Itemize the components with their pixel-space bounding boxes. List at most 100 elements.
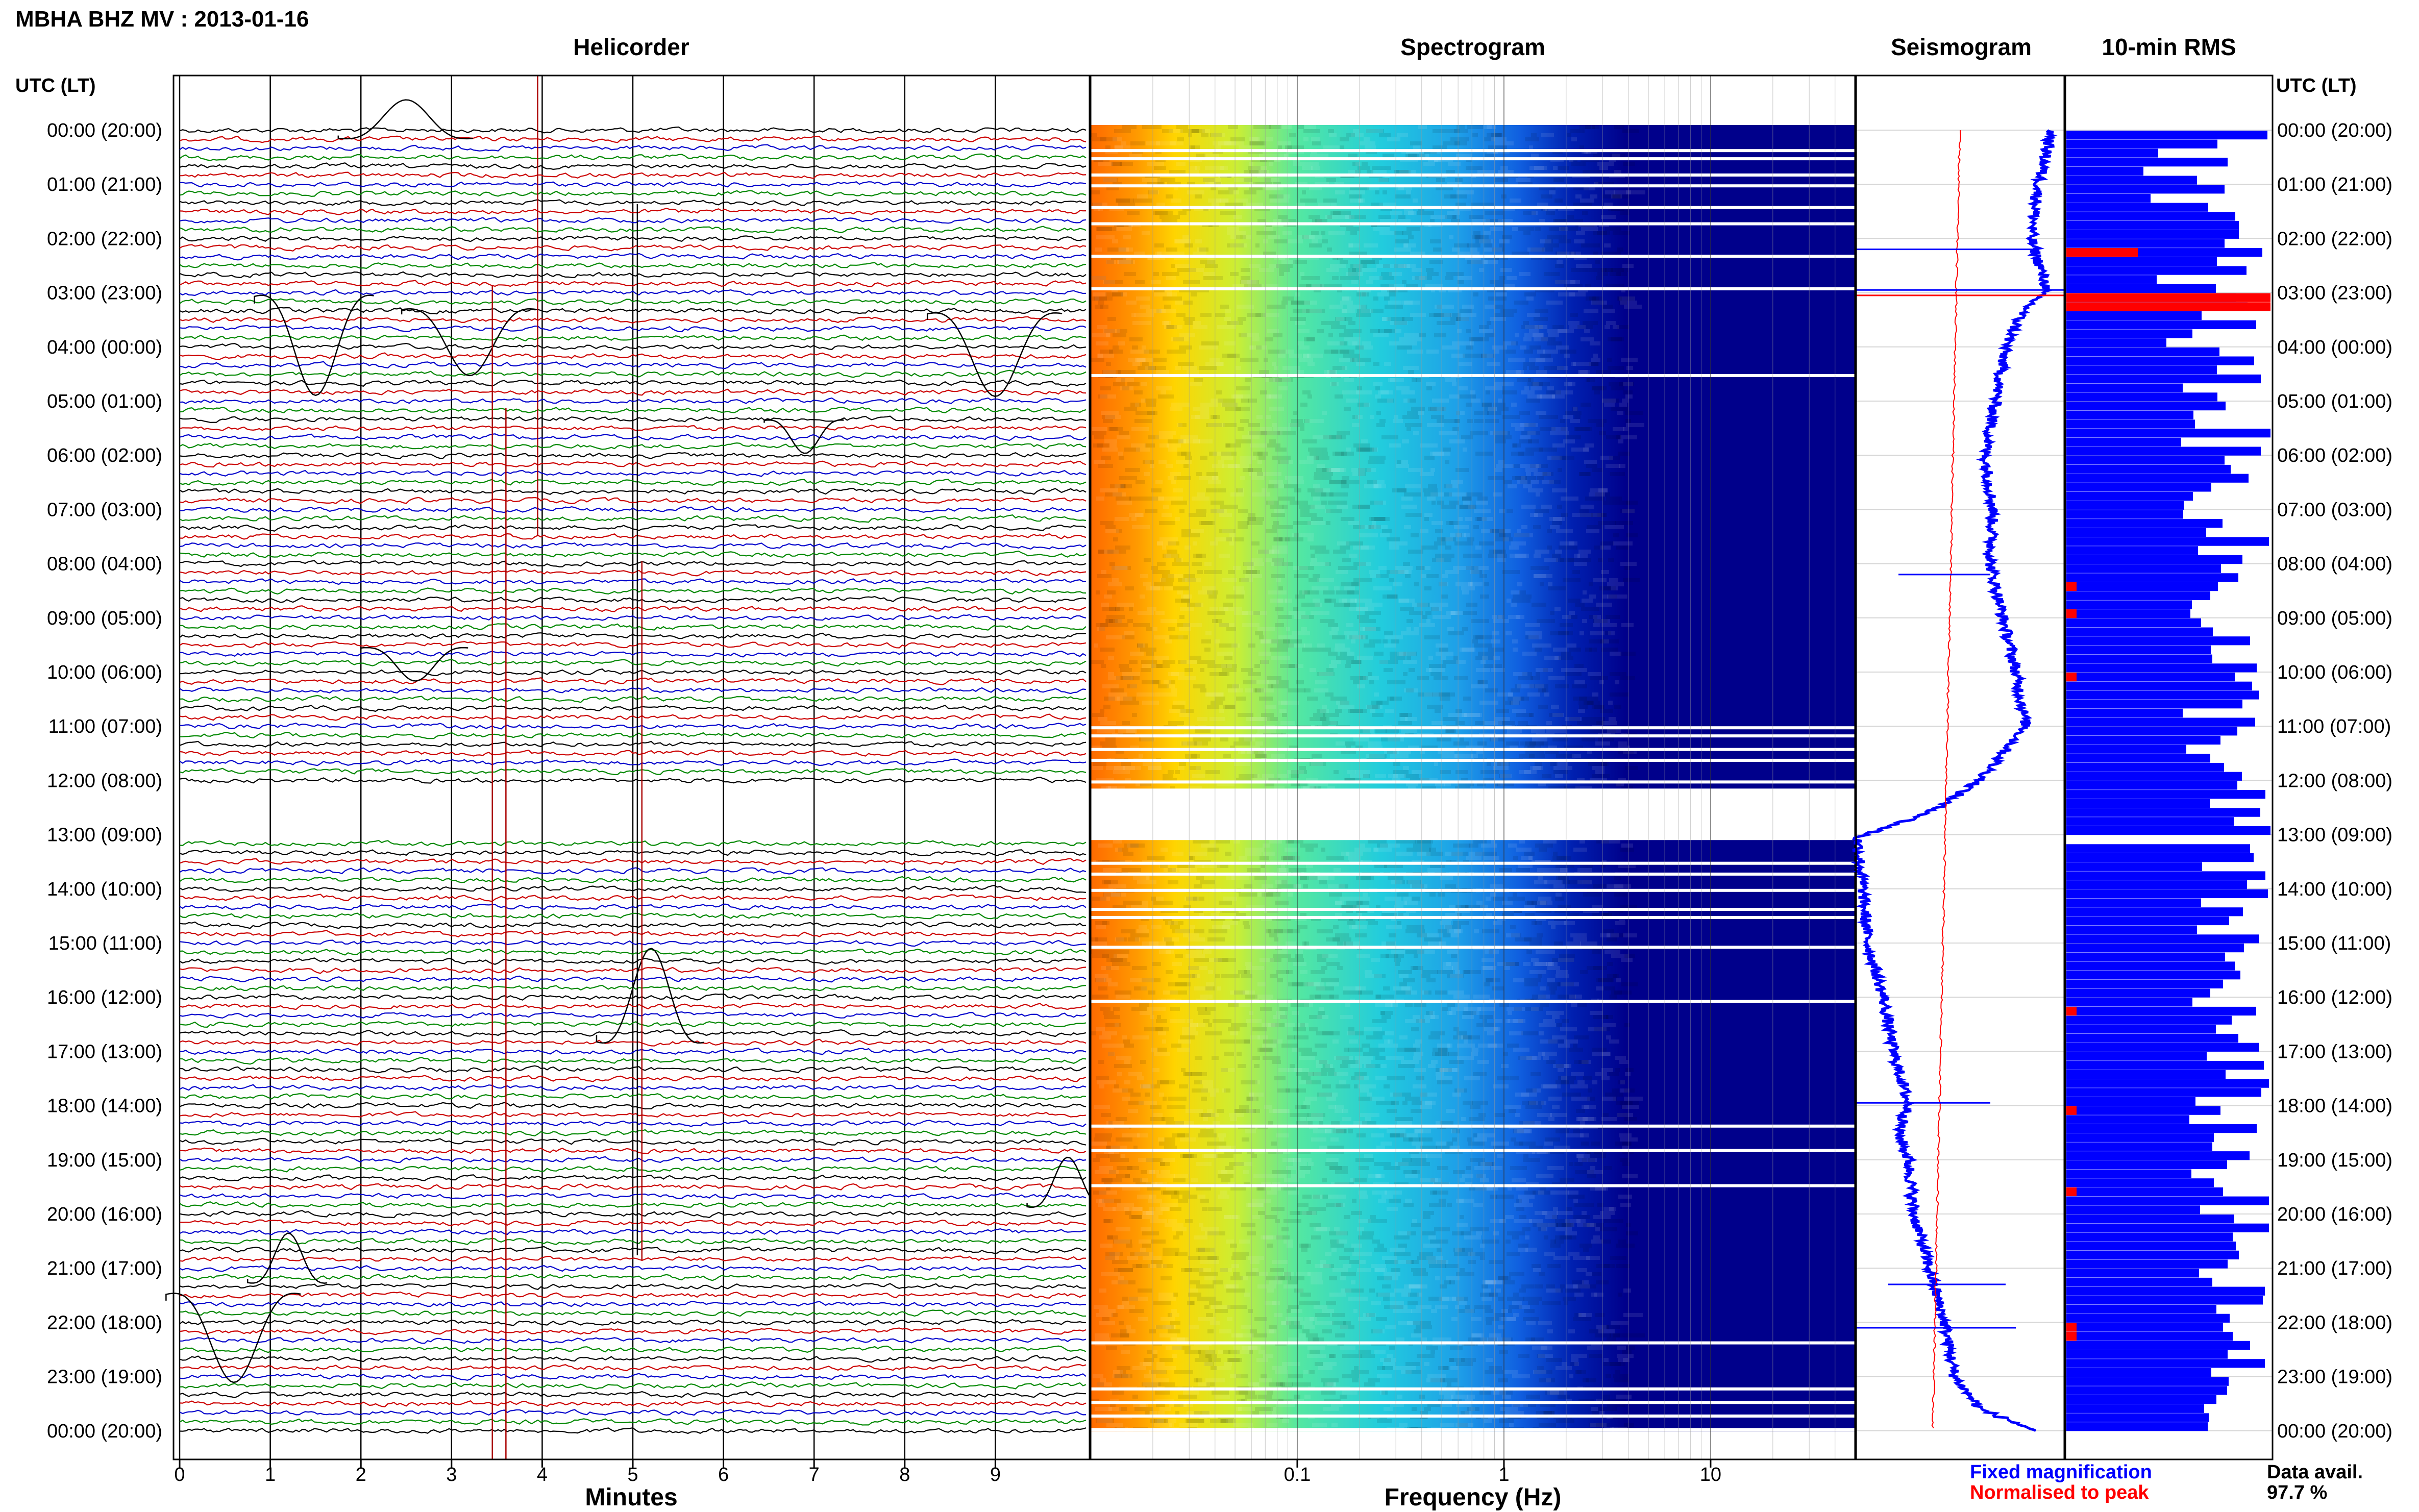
spectrogram-speckle [1405,423,1422,427]
spectrogram-speckle [1309,578,1319,582]
spectrogram-speckle [1440,864,1445,868]
spectrogram-speckle [1490,737,1504,741]
spectrogram-speckle [1369,517,1385,521]
spectrogram-speckle [1119,260,1133,264]
spectrogram-speckle [1299,1056,1315,1060]
hour-label-left: 05:00 (01:00) [47,391,162,412]
spectrogram-speckle [1512,1178,1526,1182]
spectrogram-speckle [1529,329,1539,333]
spectrogram-speckle [1169,709,1186,713]
spectrogram-speckle [1576,1109,1585,1113]
spectrogram-speckle [1381,435,1398,439]
spectrogram-speckle [1191,1072,1207,1076]
spectrogram-speckle [1228,464,1237,468]
spectrogram-speckle [1296,680,1304,684]
spectrogram-speckle [1487,1031,1494,1035]
spectrogram-speckle [1178,423,1187,427]
spectrogram-speckle [1556,876,1566,880]
spectrogram-speckle [1520,741,1536,746]
spectrogram-speckle [1603,399,1619,403]
spectrogram-speckle [1281,864,1285,868]
spectrogram-speckle [1272,456,1291,460]
helicorder-trace [179,235,1087,242]
spectrogram-speckle [1384,643,1396,648]
spectrogram-speckle [1544,880,1563,884]
spectrogram-speckle [1313,497,1320,501]
spectrogram-speckle [1399,1035,1408,1039]
spectrogram-speckle [1294,1035,1309,1039]
spectrogram-speckle [1102,1178,1122,1182]
spectrogram-speckle [1574,1035,1589,1039]
helicorder-trace [179,1291,1087,1299]
helicorder-trace [179,316,1087,324]
spectrogram-speckle [1260,660,1269,664]
spectrogram-speckle [1534,472,1551,476]
spectrogram-speckle [1217,652,1233,656]
spectrogram-speckle [1470,1158,1485,1162]
spectrogram-speckle [1523,366,1527,370]
spectrogram-speckle [1274,509,1285,513]
helicorder-trace [179,153,1087,161]
spectrogram-speckle [1457,533,1466,537]
spectrogram-speckle [1369,639,1373,643]
spectrogram-speckle [1263,313,1279,317]
spectrogram-speckle [1261,864,1265,868]
spectrogram-speckle [1451,1129,1456,1133]
spectrogram-speckle [1289,354,1302,358]
spectrogram-speckle [1100,721,1116,725]
spectrogram-speckle [1437,305,1442,309]
spectrogram-speckle [1409,668,1415,672]
spectrogram-speckle [1317,709,1326,713]
spectrogram-speckle [1403,652,1417,656]
spectrogram-speckle [1129,607,1133,611]
spectrogram-speckle [1467,1137,1472,1142]
spectrogram-speckle [1385,709,1394,713]
spectrogram-speckle [1532,603,1546,607]
spectrogram-speckle [1436,558,1444,562]
spectrogram-speckle [1376,411,1381,415]
spectrogram-speckle [1273,521,1279,525]
spectrogram-speckle [1142,701,1159,705]
spectrogram-speckle [1116,227,1132,231]
spectrogram-speckle [1166,247,1177,252]
spectrogram-speckle [1314,786,1321,790]
spectrogram-speckle [1176,558,1183,562]
spectrogram-speckle [1583,893,1601,897]
spectrogram-speckle [1101,603,1109,607]
spectrogram-speckle [1473,525,1479,529]
spectrogram-speckle [1116,199,1130,203]
spectrogram-speckle [1378,390,1389,394]
spectrogram-speckle [1380,954,1389,958]
spectrogram-speckle [1246,1097,1253,1101]
spectrogram-speckle [1157,178,1175,182]
spectrogram-speckle [1178,1199,1188,1203]
spectrogram-speckle [1108,1052,1115,1056]
spectrogram-speckle [1378,1044,1398,1048]
spectrogram-speckle [1576,231,1585,235]
spectrogram-speckle [1267,1191,1277,1195]
spectrogram-speckle [1398,215,1405,219]
spectrogram-speckle [1371,958,1380,962]
spectrogram-speckle [1558,1068,1564,1072]
spectrogram-speckle [1525,1105,1542,1109]
spectrogram-speckle [1335,933,1349,937]
spectrogram-speckle [1548,333,1559,337]
spectrogram-speckle [1583,909,1599,913]
helicorder-trace [179,1301,1087,1307]
spectrogram-speckle [1405,950,1424,954]
spectrogram-speckle [1588,419,1607,423]
spectrogram-speckle [1610,995,1617,999]
spectrogram-speckle [1556,1080,1574,1084]
spectrogram-speckle [1578,709,1585,713]
spectrogram-speckle [1216,1154,1233,1158]
spectrogram-speckle [1196,509,1206,513]
spectrogram-speckle [1374,848,1378,852]
spectrogram-speckle [1142,664,1156,668]
spectrogram-speckle [1328,652,1338,656]
spectrogram-speckle [1399,337,1409,341]
spectrogram-speckle [1347,590,1359,594]
spectrogram-speckle [1486,390,1490,394]
spectrogram-speckle [1380,284,1394,288]
spectrogram-speckle [1205,631,1212,635]
spectrogram-speckle [1485,305,1495,309]
